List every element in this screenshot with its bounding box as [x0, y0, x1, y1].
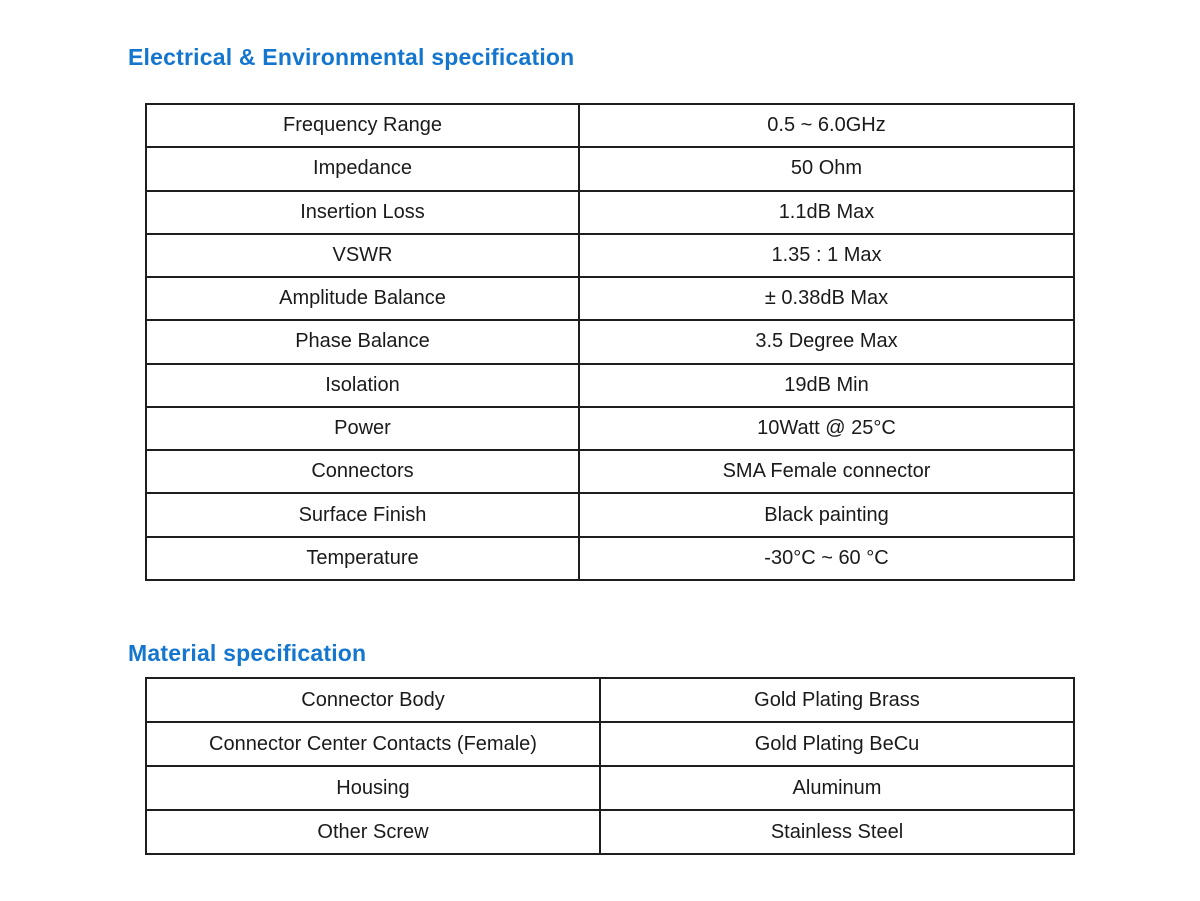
- spec-label: Frequency Range: [145, 102, 580, 149]
- spec-value: 3.5 Degree Max: [578, 319, 1075, 365]
- table-row: Connector Center Contacts (Female) Gold …: [145, 721, 1075, 767]
- spec-value: ± 0.38dB Max: [578, 276, 1075, 322]
- table-row: Temperature -30°C ~ 60 °C: [145, 535, 1075, 582]
- table-row: Frequency Range 0.5 ~ 6.0GHz: [145, 102, 1075, 149]
- spec-label: VSWR: [145, 232, 580, 279]
- spec-label: Connectors: [145, 449, 580, 495]
- table-row: VSWR 1.35 : 1 Max: [145, 232, 1075, 279]
- table-row: Housing Aluminum: [145, 765, 1075, 811]
- table-row: Impedance 50 Ohm: [145, 146, 1075, 192]
- table-row: Isolation 19dB Min: [145, 362, 1075, 408]
- spec-value: 1.1dB Max: [578, 189, 1075, 235]
- table-row: Connectors SMA Female connector: [145, 449, 1075, 495]
- table-row: Phase Balance 3.5 Degree Max: [145, 319, 1075, 365]
- spec-value: Stainless Steel: [599, 809, 1075, 855]
- spec-label: Amplitude Balance: [145, 276, 580, 322]
- table-row: Surface Finish Black painting: [145, 492, 1075, 538]
- electrical-spec-table: Frequency Range 0.5 ~ 6.0GHz Impedance 5…: [145, 102, 1075, 582]
- spec-value: 19dB Min: [578, 362, 1075, 408]
- spec-label: Other Screw: [145, 809, 601, 855]
- spec-value: 50 Ohm: [578, 146, 1075, 192]
- spec-label: Temperature: [145, 535, 580, 582]
- spec-label: Impedance: [145, 146, 580, 192]
- spec-value: -30°C ~ 60 °C: [578, 535, 1075, 582]
- table-row: Amplitude Balance ± 0.38dB Max: [145, 276, 1075, 322]
- electrical-section-title: Electrical & Environmental specification: [128, 44, 575, 70]
- material-spec-table: Connector Body Gold Plating Brass Connec…: [145, 677, 1075, 855]
- spec-label: Surface Finish: [145, 492, 580, 538]
- spec-value: 10Watt @ 25°C: [578, 405, 1075, 452]
- spec-value: SMA Female connector: [578, 449, 1075, 495]
- table-row: Other Screw Stainless Steel: [145, 809, 1075, 855]
- spec-label: Power: [145, 405, 580, 452]
- spec-label: Connector Center Contacts (Female): [145, 721, 601, 767]
- spec-value: Aluminum: [599, 765, 1075, 811]
- material-section-title: Material specification: [128, 640, 367, 666]
- spec-label: Housing: [145, 765, 601, 811]
- spec-value: Gold Plating BeCu: [599, 721, 1075, 767]
- spec-value: 0.5 ~ 6.0GHz: [578, 102, 1075, 149]
- spec-value: Gold Plating Brass: [599, 677, 1075, 723]
- spec-label: Isolation: [145, 362, 580, 408]
- table-row: Connector Body Gold Plating Brass: [145, 677, 1075, 723]
- spec-label: Phase Balance: [145, 319, 580, 365]
- spec-value: Black painting: [578, 492, 1075, 538]
- table-row: Insertion Loss 1.1dB Max: [145, 189, 1075, 235]
- table-row: Power 10Watt @ 25°C: [145, 405, 1075, 452]
- spec-value: 1.35 : 1 Max: [578, 232, 1075, 279]
- spec-label: Insertion Loss: [145, 189, 580, 235]
- spec-label: Connector Body: [145, 677, 601, 723]
